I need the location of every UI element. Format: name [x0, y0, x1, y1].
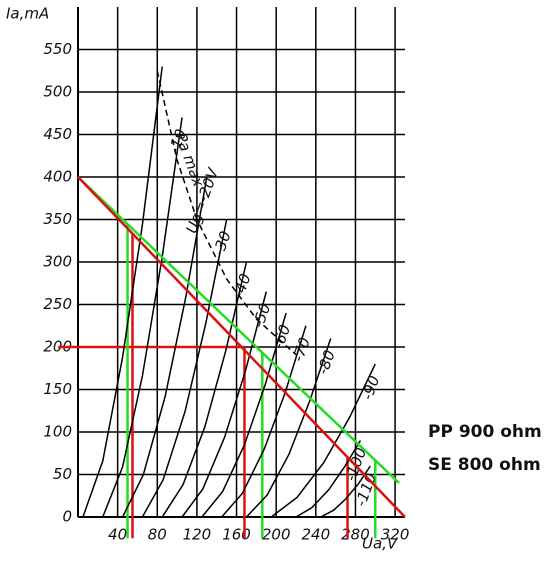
- x-tick-label: 280: [341, 526, 370, 544]
- x-tick-label: 160: [222, 526, 251, 544]
- curve: [221, 325, 307, 518]
- curve: [245, 338, 332, 518]
- y-tick-label: 300: [43, 253, 72, 271]
- x-tick-label: 200: [262, 526, 291, 544]
- y-tick-label: 500: [43, 83, 72, 101]
- legend-label: PP 900 ohm: [428, 422, 542, 442]
- load-line: [77, 176, 406, 518]
- y-tick-label: 150: [43, 380, 72, 398]
- legend-label: SE 800 ohm: [428, 455, 541, 475]
- x-tick-label: 40: [108, 526, 127, 544]
- curve: [121, 176, 208, 518]
- y-tick-label: 50: [53, 465, 72, 483]
- x-axis-label: Ua,V: [362, 535, 399, 553]
- y-tick-label: 350: [43, 210, 72, 228]
- load-line: [77, 176, 400, 484]
- x-tick-label: 240: [301, 526, 330, 544]
- y-tick-label: 200: [43, 338, 72, 356]
- y-axis-label: Ia,mA: [6, 5, 49, 23]
- x-tick-label: 320: [381, 526, 410, 544]
- y-tick-label: 100: [43, 423, 72, 441]
- x-tick-label: 120: [183, 526, 212, 544]
- curve: [82, 66, 163, 518]
- curve: [141, 219, 228, 518]
- y-tick-label: 550: [43, 40, 72, 58]
- y-tick-label: 0: [62, 508, 72, 526]
- curve: [320, 465, 371, 518]
- curve: [102, 117, 183, 518]
- curve: [161, 261, 248, 518]
- y-tick-label: 250: [43, 295, 72, 313]
- y-tick-label: 400: [43, 168, 72, 186]
- y-tick-label: 450: [43, 125, 72, 143]
- curve: [270, 363, 376, 518]
- x-tick-label: 80: [148, 526, 167, 544]
